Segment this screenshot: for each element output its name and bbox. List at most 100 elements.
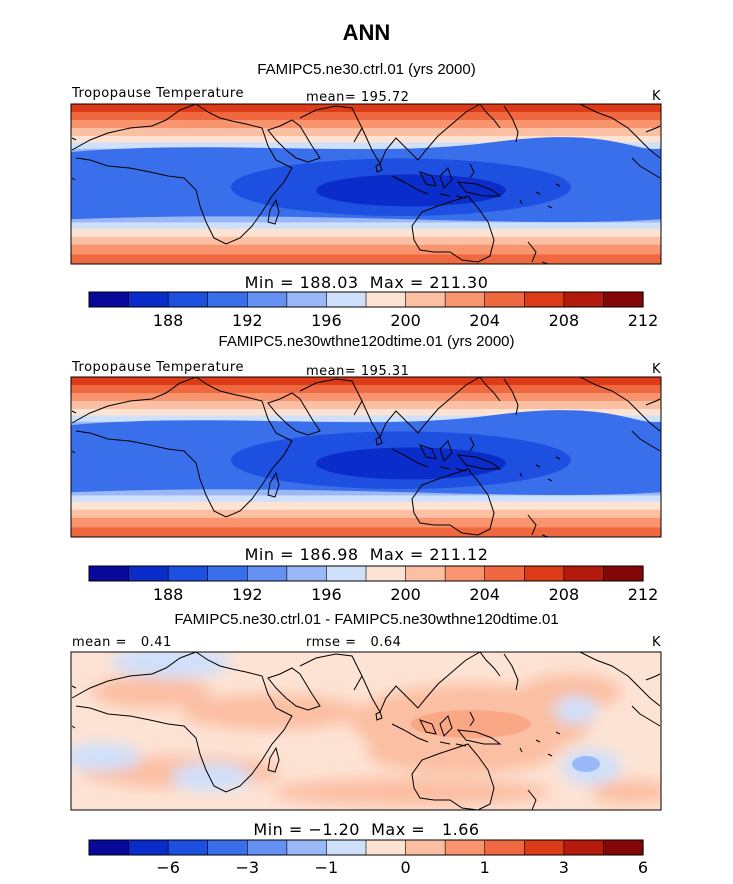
panel3-colorbar-box	[286, 839, 328, 856]
panel2-colorbar-box	[603, 565, 644, 582]
panel2-band	[71, 385, 661, 394]
panel2-min-value: 186.98	[299, 545, 359, 564]
panel1-band	[71, 244, 661, 256]
panel2-colorbar-box	[207, 565, 248, 582]
panel2-field	[71, 377, 661, 537]
panel3-anomaly	[521, 674, 621, 710]
panel3-anomaly	[554, 696, 598, 724]
panel2-mean-label: mean= 195.31	[306, 364, 410, 379]
panel2-colorbar-tick-label: 188	[153, 585, 184, 604]
panel3-colorbar: −6 −3 −1 0 1 3 6	[88, 839, 648, 877]
panel3-colorbar-box	[603, 839, 644, 856]
panel3-colorbar-tick-label: 0	[401, 858, 411, 877]
panel3-anomaly	[71, 743, 141, 771]
panel1-colorbar-box	[563, 291, 605, 308]
panel2-cold-core	[316, 447, 506, 480]
panel2-colorbar-box	[128, 565, 169, 582]
panel2-mean-value: 195.31	[360, 364, 410, 379]
panel3-mean-value: 0.41	[140, 635, 172, 650]
panel3-min-value: −1.20	[308, 820, 360, 839]
panel2-colorbar-box	[563, 565, 605, 582]
panel1-band	[71, 236, 661, 246]
panel2-colorbar-box	[286, 565, 328, 582]
panel2-colorbar-box	[484, 565, 525, 582]
panel1-colorbar-box	[88, 291, 130, 308]
panel2-max-value: 211.12	[429, 545, 489, 564]
panel3-colorbar-box	[365, 839, 407, 856]
page-title: ANN	[342, 20, 391, 45]
panel2-colorbar-tick-label: 212	[628, 585, 659, 604]
panel2-band	[71, 415, 661, 423]
panel3-colorbar-box	[167, 839, 209, 856]
panel1-map-frame	[70, 103, 662, 265]
panel2-band	[71, 527, 661, 537]
panel1-mean-value: 195.72	[360, 90, 410, 105]
panel1-colorbar: 188 192 196 200 204 208 212	[88, 291, 659, 330]
panel1-colorbar-box	[128, 291, 169, 308]
panel3-field	[71, 652, 661, 810]
panel2-colorbar-box	[405, 565, 446, 582]
panel2-minmax: Min = 186.98 Max = 211.12	[244, 545, 489, 564]
panel1-band	[71, 254, 661, 264]
panel3-anomaly	[171, 763, 251, 791]
panel2-colorbar-tick-label: 200	[390, 585, 421, 604]
panel1-minmax: Min = 188.03 Max = 211.30	[244, 273, 489, 292]
panel2-colorbar-tick-label: 208	[549, 585, 580, 604]
panel1-colorbar-tick-label: 204	[469, 311, 500, 330]
panel2-colorbar-box	[88, 565, 130, 582]
panel2-variable-label: Tropopause Temperature	[72, 360, 244, 375]
panel2-colorbar-box	[167, 565, 209, 582]
panel3-colorbar-box	[563, 839, 605, 856]
panel2-units: K	[652, 362, 662, 377]
panel1-variable-label: Tropopause Temperature	[72, 86, 244, 101]
panel1-band	[71, 228, 661, 238]
panel1-colorbar-box	[523, 291, 565, 308]
panel1-colorbar-box	[167, 291, 209, 308]
panel3-units: K	[652, 635, 662, 650]
panel1-colorbar-box	[484, 291, 525, 308]
panel1-band	[71, 104, 661, 113]
panel1-colorbar-frame	[88, 291, 644, 308]
panel2-colorbar-tick-label: 204	[469, 585, 500, 604]
panel1-colorbar-tick-label: 188	[153, 311, 184, 330]
panel3-map-frame	[70, 651, 662, 811]
panel1-colorbar-box	[326, 291, 367, 308]
panel2-title: FAMIPC5.ne30wthne120dtime.01 (yrs 2000)	[218, 333, 515, 350]
panel1-colorbar-tick-label: 212	[628, 311, 659, 330]
panel1-band	[71, 128, 661, 137]
panel2-colorbar-box	[326, 565, 367, 582]
panel1-colorbar-box	[207, 291, 248, 308]
panel3-colorbar-box	[444, 839, 486, 856]
panel1-colorbar-tick-label: 196	[311, 311, 342, 330]
panel1-colorbar-box	[365, 291, 407, 308]
panel1-band	[71, 142, 661, 150]
panel3-colorbar-tick-label: −1	[315, 858, 339, 877]
panel3-anomaly	[181, 694, 361, 730]
panel3-anomaly	[366, 730, 556, 774]
panel3-rmse-value: 0.64	[370, 635, 402, 650]
panel3-max-value: 1.66	[441, 820, 480, 839]
panel3-colorbar-box	[523, 839, 565, 856]
panel3-colorbar-box	[128, 839, 169, 856]
panel1-band	[71, 136, 661, 144]
panel1-colorbar-tick-label: 208	[549, 311, 580, 330]
panel3-colorbar-tick-label: 1	[480, 858, 490, 877]
panel3-colorbar-tick-label: −3	[236, 858, 260, 877]
panel2-band	[71, 517, 661, 529]
panel2-colorbar-tick-label: 192	[232, 585, 263, 604]
panel3-colorbar-tick-label: 3	[559, 858, 569, 877]
panel1-min-value: 188.03	[299, 273, 359, 292]
panel3-mean-label: mean = 0.41	[72, 635, 172, 650]
panel2-band	[71, 409, 661, 417]
panel1-colorbar-box	[286, 291, 328, 308]
panel1-band	[71, 214, 661, 224]
panel1-title: FAMIPC5.ne30.ctrl.01 (yrs 2000)	[257, 61, 476, 78]
panel3-colorbar-tick-label: −6	[156, 858, 180, 877]
panel2-band	[71, 393, 661, 402]
panel3-anomaly	[91, 676, 211, 708]
panel3-colorbar-tick-label: 6	[638, 858, 648, 877]
panel3-colorbar-box	[88, 839, 130, 856]
panel3-colorbar-frame	[88, 839, 644, 856]
panel1-mean-label: mean= 195.72	[306, 90, 410, 105]
